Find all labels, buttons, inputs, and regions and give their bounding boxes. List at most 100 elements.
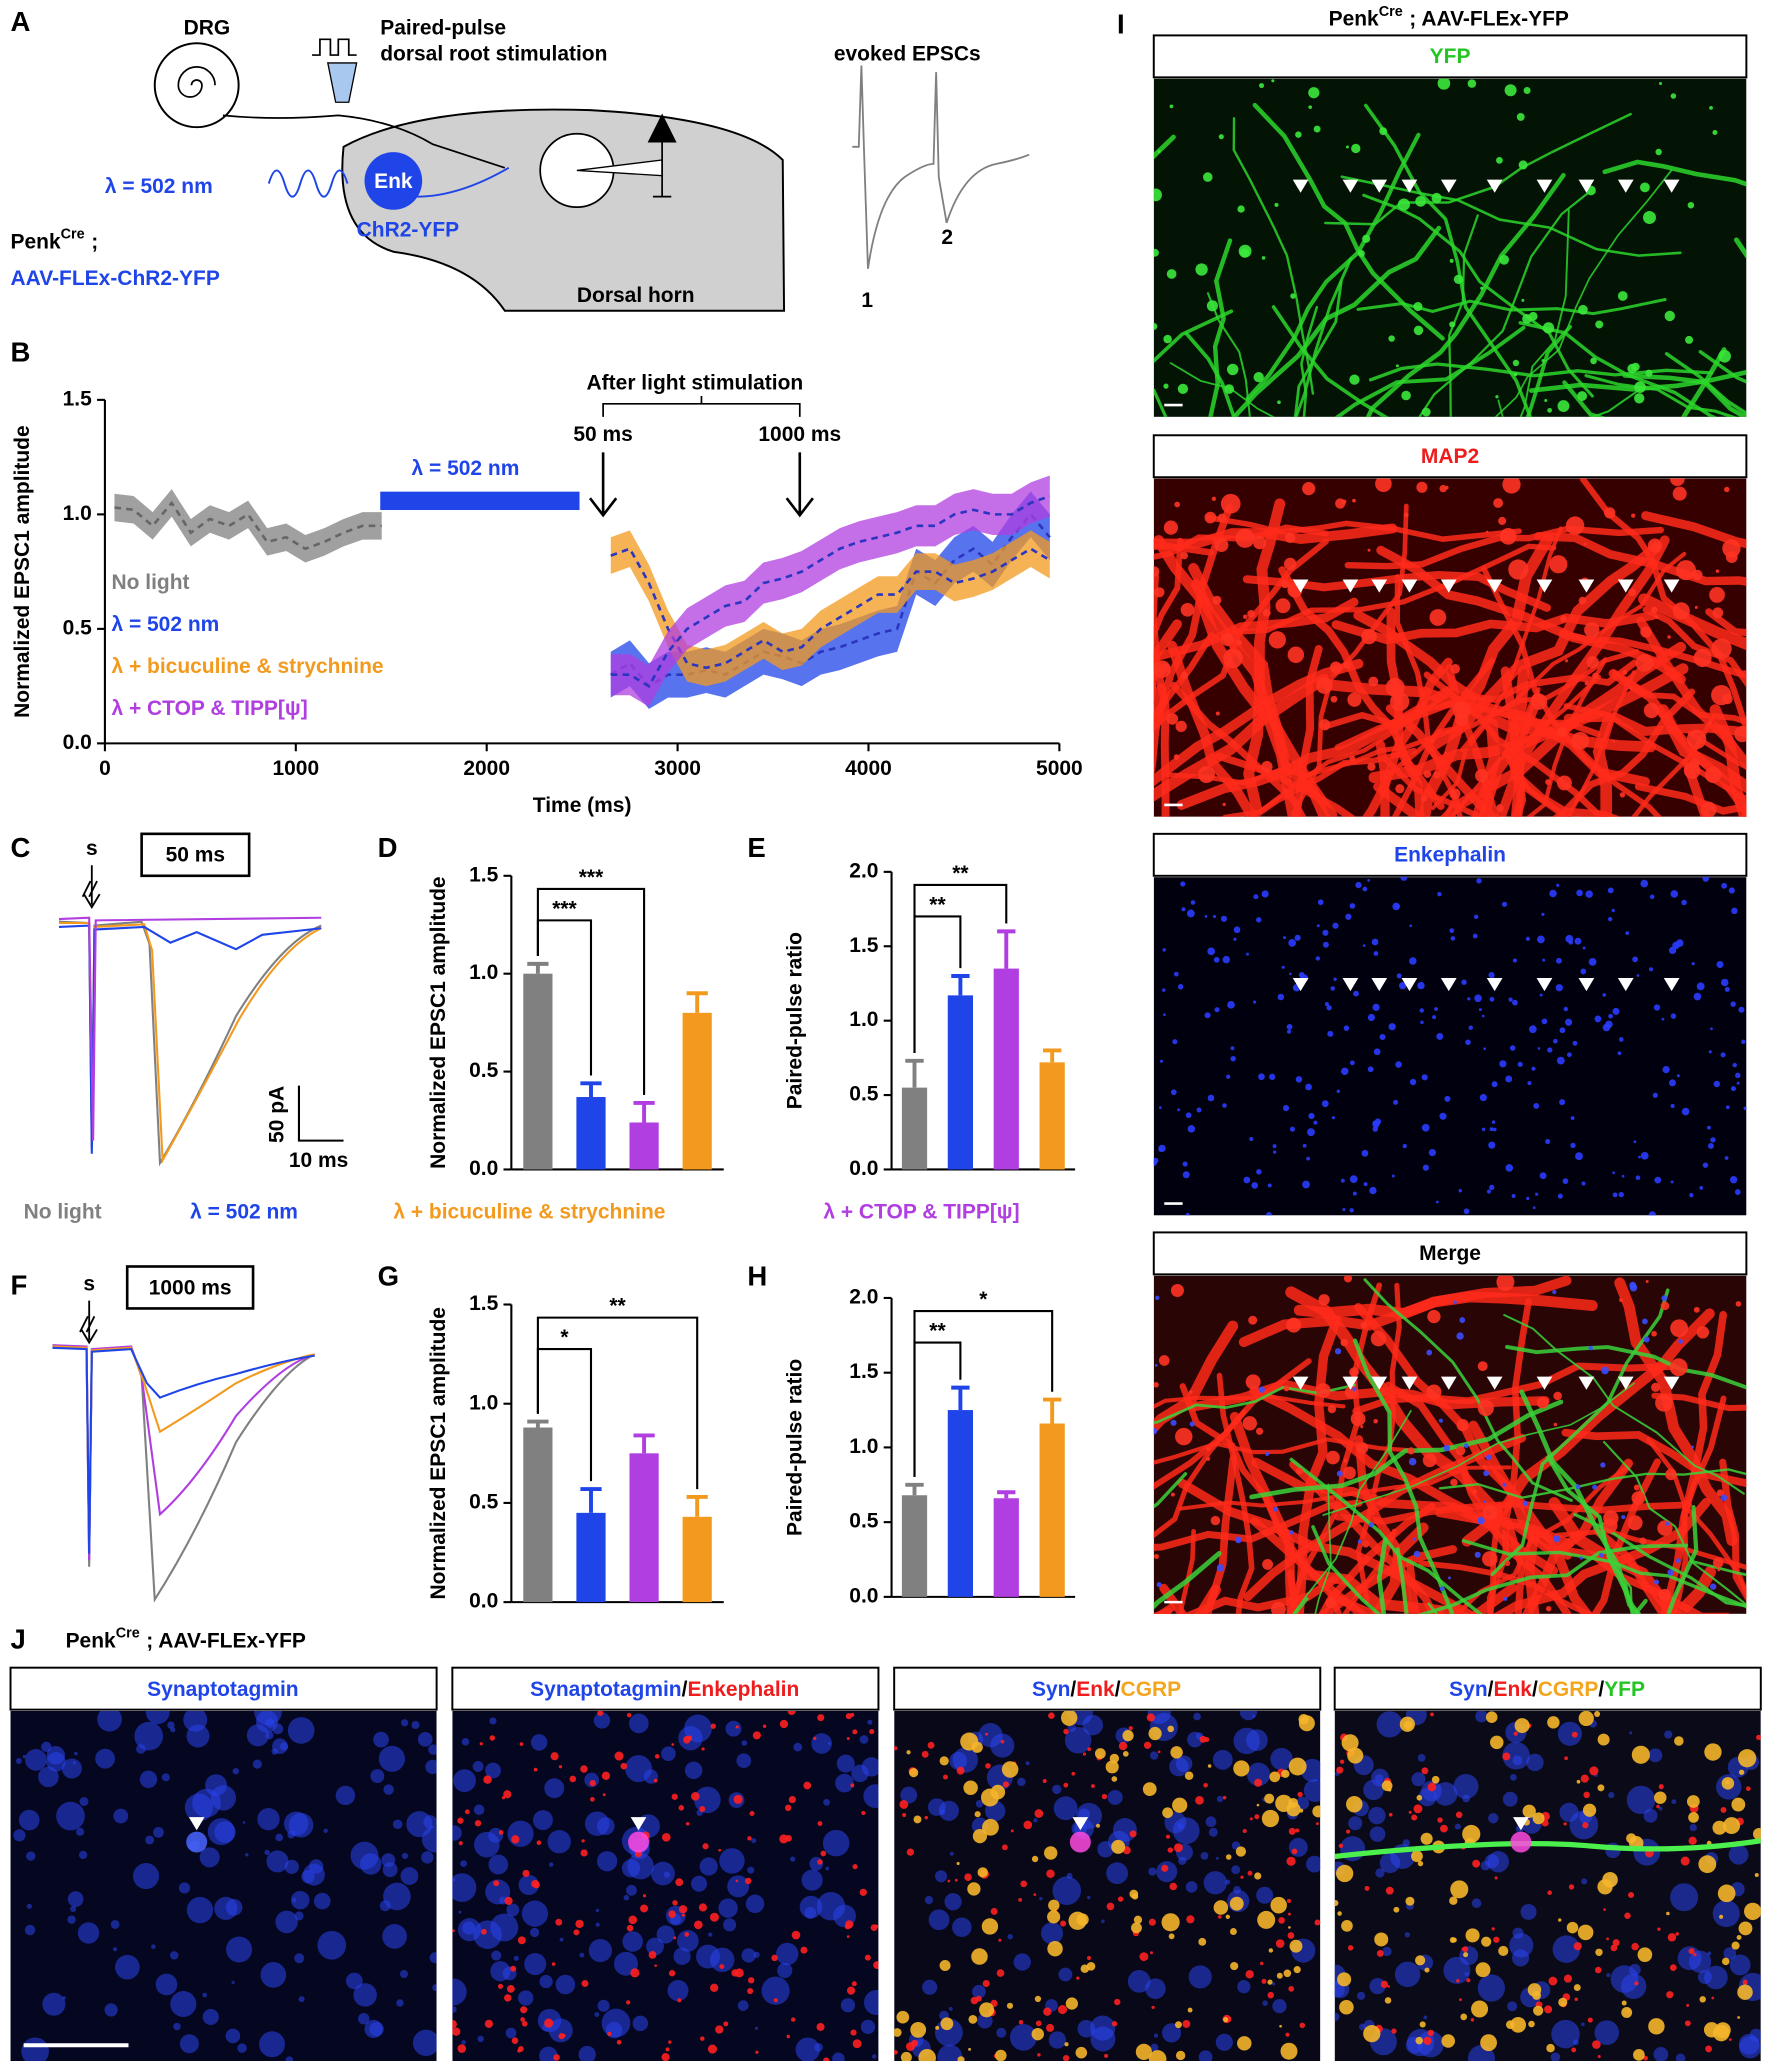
- puncta: [1347, 1747, 1364, 1764]
- puncta: [1622, 669, 1628, 675]
- puncta: [1162, 988, 1166, 992]
- puncta: [1397, 198, 1410, 211]
- puncta: [935, 2025, 940, 2030]
- puncta: [1612, 1939, 1620, 1947]
- puncta: [364, 2019, 383, 2039]
- puncta: [948, 2006, 953, 2011]
- puncta: [1552, 1289, 1557, 1295]
- puncta: [753, 1951, 760, 1958]
- puncta: [1335, 1864, 1354, 1883]
- puncta: [484, 2019, 494, 2028]
- puncta: [1075, 2046, 1088, 2059]
- puncta: [1435, 1200, 1439, 1204]
- trace-no-light: [52, 1345, 316, 1603]
- puncta: [1302, 1143, 1307, 1148]
- fiber: [1356, 297, 1667, 316]
- significance-bracket: [536, 1316, 699, 1490]
- puncta: [179, 2034, 199, 2054]
- fiber: [1551, 688, 1696, 817]
- puncta: [972, 1984, 986, 1999]
- label-part: /: [1115, 1678, 1121, 1701]
- puncta: [1272, 1144, 1277, 1149]
- puncta: [1505, 1075, 1513, 1083]
- puncta: [1288, 1926, 1291, 1929]
- arrowhead: [1342, 579, 1359, 593]
- puncta: [1082, 1714, 1103, 1736]
- y-tick-label: 0.5: [469, 1490, 498, 1513]
- image-label: Syn/Enk/CGRP/YFP: [1449, 1678, 1645, 1701]
- puncta: [1423, 770, 1432, 778]
- puncta: [1557, 727, 1567, 737]
- arrowhead: [1342, 1376, 1359, 1390]
- image-background: [1153, 877, 1747, 1216]
- puncta: [1356, 1442, 1369, 1454]
- puncta: [1737, 1984, 1753, 2000]
- puncta: [151, 1944, 156, 1950]
- puncta: [95, 1748, 116, 1769]
- puncta: [41, 1741, 52, 1753]
- puncta: [827, 1741, 831, 1746]
- puncta: [1280, 579, 1290, 589]
- puncta: [1483, 1500, 1487, 1504]
- puncta: [1463, 1952, 1469, 1958]
- puncta: [432, 1984, 437, 1992]
- puncta: [1094, 1748, 1106, 1759]
- mouse-label: PenkCre;: [11, 226, 99, 253]
- pulse-icon: [312, 38, 357, 56]
- puncta: [1557, 1721, 1582, 1746]
- puncta: [458, 1841, 463, 1846]
- puncta: [1533, 2005, 1544, 2016]
- puncta: [1225, 1879, 1231, 1885]
- puncta: [1743, 1106, 1747, 1111]
- puncta: [1520, 1903, 1537, 1920]
- puncta: [1723, 1947, 1737, 1960]
- puncta: [1462, 1946, 1469, 1953]
- puncta: [867, 1719, 873, 1725]
- puncta: [822, 1829, 850, 1857]
- puncta: [474, 1820, 482, 1827]
- arrowhead: [1401, 1376, 1418, 1390]
- puncta: [1667, 1569, 1674, 1576]
- puncta: [1415, 1955, 1426, 1966]
- puncta: [1700, 801, 1717, 817]
- puncta: [555, 1974, 576, 1995]
- puncta: [1367, 1066, 1374, 1073]
- puncta: [590, 1797, 595, 1802]
- puncta: [517, 2046, 524, 2052]
- puncta: [996, 1969, 1005, 1977]
- puncta: [1746, 1786, 1751, 1792]
- puncta: [1424, 1967, 1430, 1973]
- puncta: [506, 1984, 515, 1993]
- puncta: [15, 1758, 22, 1764]
- puncta: [1349, 374, 1360, 385]
- y-tick-label: 1.5: [469, 863, 498, 886]
- puncta: [1631, 1745, 1650, 1764]
- puncta: [1363, 1182, 1368, 1187]
- puncta: [1573, 1984, 1581, 1992]
- fiber: [1523, 1525, 1540, 1614]
- arrowhead: [1072, 1817, 1089, 1831]
- puncta: [1716, 1489, 1724, 1497]
- puncta: [1436, 1032, 1444, 1040]
- puncta: [1287, 1029, 1292, 1034]
- puncta: [1545, 1605, 1552, 1612]
- puncta: [1453, 1773, 1479, 1799]
- puncta: [335, 1785, 356, 1806]
- y-tick-label: 0.5: [469, 1059, 498, 1082]
- puncta: [383, 1784, 394, 1795]
- puncta: [539, 2046, 558, 2061]
- puncta: [1629, 1731, 1633, 1735]
- puncta: [1537, 935, 1545, 944]
- annotation: 50 ms: [573, 423, 632, 446]
- puncta: [1693, 992, 1702, 1001]
- arrowhead: [1342, 978, 1359, 992]
- puncta: [1340, 1338, 1349, 1347]
- puncta: [1653, 2047, 1669, 2061]
- puncta: [1260, 1961, 1264, 1966]
- puncta: [1229, 1928, 1237, 1935]
- puncta: [1337, 1911, 1342, 1916]
- puncta: [139, 1770, 158, 1789]
- puncta: [850, 1783, 855, 1788]
- puncta: [1612, 1192, 1618, 1198]
- puncta: [183, 1710, 208, 1732]
